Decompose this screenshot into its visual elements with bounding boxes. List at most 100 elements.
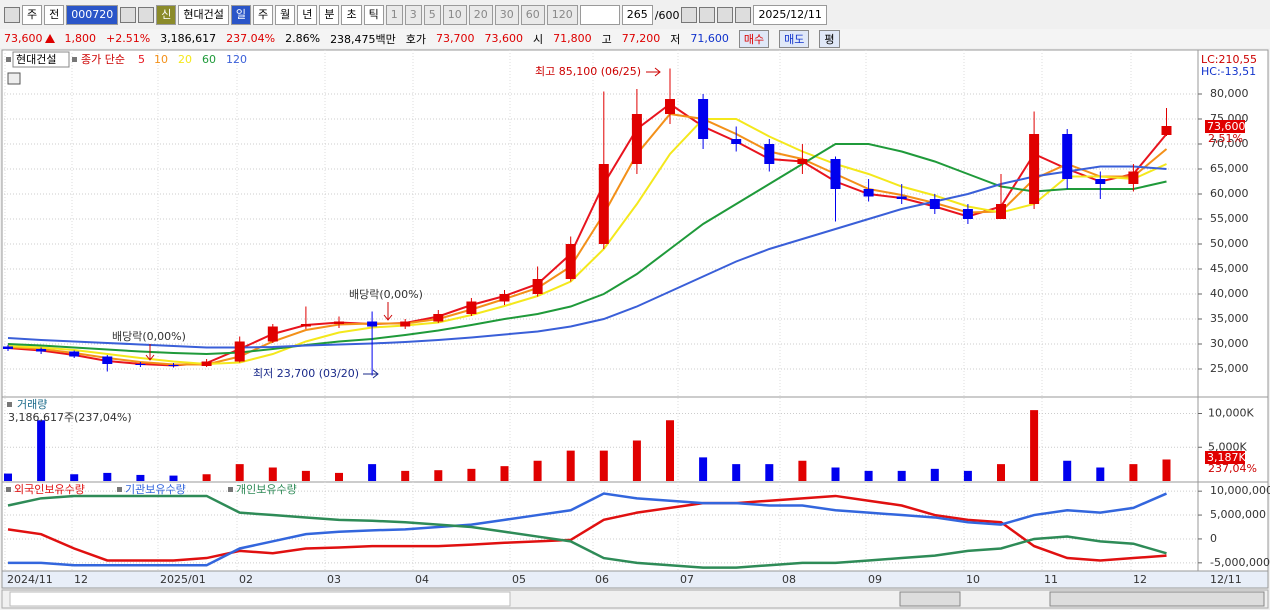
bid: 73,600: [484, 32, 524, 45]
candle-body: [201, 361, 212, 366]
mode-select[interactable]: 전: [44, 5, 65, 25]
period-button[interactable]: 년: [297, 5, 318, 25]
count-input[interactable]: 265: [621, 5, 653, 25]
candle-body: [102, 356, 113, 364]
interval-button[interactable]: 3: [404, 5, 422, 25]
moving-average-line: [7, 118, 1167, 366]
x-tick-label: 04: [415, 573, 429, 586]
code-input[interactable]: 000720: [66, 5, 119, 25]
volume-bar: [831, 467, 840, 481]
x-tick-label: 03: [327, 573, 341, 586]
interval-button[interactable]: 20: [468, 5, 493, 25]
legend-entry: 외국인보유수량: [14, 483, 85, 496]
tool-icon[interactable]: [681, 7, 698, 23]
tool-icons[interactable]: [1049, 591, 1265, 607]
legend-marker: [72, 57, 77, 62]
table-icon[interactable]: [7, 72, 21, 85]
avg-button[interactable]: 평: [819, 29, 840, 48]
scroll-track[interactable]: [9, 591, 511, 607]
y-tick-label: 60,000: [1210, 187, 1249, 200]
candle-body: [1095, 179, 1106, 184]
last-price-label: 73,600: [1207, 120, 1246, 133]
dividend-arrow: [145, 344, 155, 361]
last-price-box: [1205, 120, 1245, 133]
volume-bar: [301, 470, 310, 481]
legend-entry: 5: [138, 53, 145, 66]
hc-label: HC:-13,51: [1201, 65, 1256, 78]
playback-controls[interactable]: [899, 591, 961, 607]
legend-marker: [6, 487, 11, 492]
stock-type-select[interactable]: 주: [22, 5, 43, 25]
period-button[interactable]: 월: [275, 5, 296, 25]
period-button[interactable]: 틱: [363, 5, 384, 25]
candle-body: [830, 159, 841, 189]
quote-bar: 73,600 1,800 +2.51% 3,186,617 237.04% 2.86% 23…: [0, 29, 1270, 48]
interval-button[interactable]: 5: [423, 5, 441, 25]
period-button[interactable]: 일: [230, 5, 251, 25]
period-button[interactable]: 분: [319, 5, 340, 25]
candle-body: [36, 349, 47, 352]
y-tick-label: 30,000: [1210, 337, 1249, 350]
candle-body: [565, 244, 576, 279]
search-icon[interactable]: [120, 7, 137, 23]
candle-body: [1128, 171, 1139, 184]
volume-bar: [401, 470, 410, 481]
date-axis: [1, 570, 1269, 589]
save-icon[interactable]: [717, 7, 734, 23]
y-tick-label: 0: [1210, 532, 1217, 545]
sound-icon[interactable]: [138, 7, 155, 23]
window-icon[interactable]: [4, 7, 20, 23]
legend-marker: [6, 57, 11, 62]
legend-box: [12, 51, 70, 68]
change-rate: +2.51%: [106, 32, 151, 45]
x-tick-label: 10: [966, 573, 980, 586]
legend-marker: [117, 487, 122, 492]
legend-entry: 120: [226, 53, 247, 66]
tool-icon[interactable]: [699, 7, 716, 23]
candle-body: [267, 326, 278, 342]
interval-button[interactable]: 1: [385, 5, 403, 25]
high-label: 고: [601, 32, 612, 46]
candle-body: [764, 144, 775, 164]
x-tick-label: 2024/11: [7, 573, 53, 586]
interval-button[interactable]: 30: [494, 5, 519, 25]
ask: 73,700: [436, 32, 475, 45]
y-tick-label: 80,000: [1210, 87, 1249, 100]
volume: 3,186,617: [160, 32, 217, 45]
period-button[interactable]: 초: [341, 5, 362, 25]
x-tick-label: 2025/01: [160, 573, 206, 586]
candle-body: [1029, 134, 1040, 204]
change: 1,800: [64, 32, 97, 45]
x-end-label: 12/11: [1210, 573, 1242, 586]
volume-bar: [1129, 464, 1138, 481]
volume-ratio-label: 237,04%: [1208, 462, 1257, 475]
annotation-dividend: 배당락(0,00%): [349, 288, 423, 301]
period-button[interactable]: 주: [252, 5, 274, 25]
date-input[interactable]: 2025/12/11: [753, 5, 827, 25]
interval-button[interactable]: 60: [520, 5, 545, 25]
interval-button[interactable]: 10: [442, 5, 467, 25]
candle-body: [698, 99, 709, 139]
candle-body: [300, 324, 311, 327]
buy-button[interactable]: 매수: [738, 29, 770, 48]
volume-bar: [632, 440, 641, 481]
volume-bar: [732, 464, 741, 481]
moving-average-line: [7, 143, 1167, 356]
moving-average-line: [7, 165, 1167, 349]
volume-bar: [136, 474, 145, 481]
interval-dropdown[interactable]: [579, 5, 620, 25]
volume-bar: [997, 464, 1005, 481]
settings-icon[interactable]: [735, 7, 752, 23]
volume-bar: [268, 467, 277, 481]
legend-name: 현대건설: [16, 53, 56, 66]
volume-title: 거래량: [17, 398, 47, 411]
volume-bar: [434, 470, 443, 481]
sell-button[interactable]: 매도: [779, 29, 810, 48]
candle-body: [400, 321, 411, 327]
volume-bar: [202, 474, 211, 481]
x-tick-label: 07: [680, 573, 694, 586]
y-tick-label: 5,000,000: [1210, 508, 1266, 521]
interval-button[interactable]: 120: [546, 5, 578, 25]
x-tick-label: 08: [782, 573, 796, 586]
volume-bar: [599, 450, 608, 481]
